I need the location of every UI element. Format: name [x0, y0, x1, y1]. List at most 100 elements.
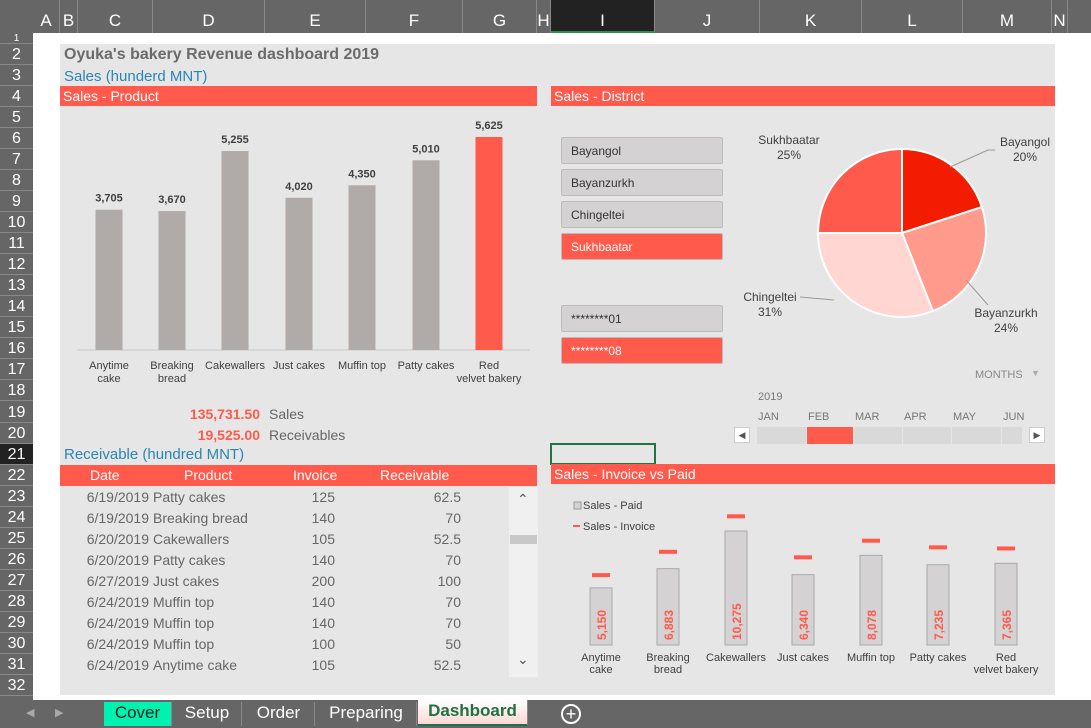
column-header-L[interactable]: L	[862, 0, 963, 33]
product-cell: Just cakes	[153, 573, 220, 590]
category-label: Anytime cake	[581, 652, 621, 676]
sales-total-label: Sales	[269, 406, 305, 422]
row-header-5[interactable]: 5	[0, 107, 33, 129]
slicer-item-code[interactable]: ********08	[561, 337, 723, 364]
sheet-tab-cover[interactable]: Cover	[104, 702, 172, 726]
row-header-9[interactable]: 9	[0, 191, 33, 213]
paid-bar-5	[926, 564, 950, 646]
timeline-month-may[interactable]	[952, 427, 1001, 444]
row-header-14[interactable]: 14	[0, 296, 33, 318]
column-header-A[interactable]: A	[33, 0, 60, 33]
row-header-26[interactable]: 26	[0, 549, 33, 570]
timeline-year: 2019	[758, 391, 783, 403]
sheet-tab-setup[interactable]: Setup	[173, 702, 242, 726]
row-header-29[interactable]: 29	[0, 612, 33, 633]
row-header-7[interactable]: 7	[0, 149, 33, 171]
row-header-10[interactable]: 10	[0, 212, 33, 234]
row-header-30[interactable]: 30	[0, 633, 33, 654]
tab-scroll-right-icon[interactable]: ▶	[55, 707, 64, 719]
bar-4	[348, 185, 376, 350]
paid-bar-0	[589, 587, 613, 646]
tab-scroll-left-icon[interactable]: ◀	[26, 707, 35, 719]
scroll-down-icon[interactable]: ⌄	[517, 651, 529, 667]
column-header-C[interactable]: C	[78, 0, 153, 33]
timeline-month-jan[interactable]	[757, 427, 806, 444]
row-header-2[interactable]: 2	[0, 44, 33, 65]
timeline-month-feb[interactable]	[807, 427, 853, 444]
invoice-marker-1	[659, 549, 677, 554]
row-header-31[interactable]: 31	[0, 654, 33, 675]
row-header-16[interactable]: 16	[0, 338, 33, 360]
timeline-month-mar[interactable]	[854, 427, 902, 444]
column-header-H[interactable]: H	[537, 0, 551, 33]
column-header-G[interactable]: G	[463, 0, 537, 33]
row-header-3[interactable]: 3	[0, 65, 33, 87]
slicer-item-district[interactable]: Chingeltei	[561, 201, 723, 228]
date-cell: 6/20/2019	[86, 552, 149, 569]
add-sheet-icon[interactable]: +	[561, 704, 581, 724]
column-header-N[interactable]: N	[1052, 0, 1068, 33]
row-header-32[interactable]: 32	[0, 675, 33, 696]
column-header-K[interactable]: K	[760, 0, 862, 33]
row-header-18[interactable]: 18	[0, 380, 33, 402]
category-label: Patty cakes	[398, 360, 455, 372]
table-row: 6/27/2019 Just cakes 200 100	[60, 571, 505, 592]
category-label: Just cakes	[273, 360, 325, 372]
header-date: Date	[90, 467, 120, 483]
sheet-tab-order[interactable]: Order	[243, 702, 315, 726]
row-header-4[interactable]: 4	[0, 86, 33, 108]
row-header-6[interactable]: 6	[0, 128, 33, 150]
row-header-28[interactable]: 28	[0, 591, 33, 612]
row-header-8[interactable]: 8	[0, 170, 33, 192]
paid-data-label: 8,078	[865, 610, 879, 640]
receivables-total-label: Receivables	[269, 427, 346, 443]
row-header-25[interactable]: 25	[0, 528, 33, 549]
pie-label-percent: 31%	[758, 305, 782, 319]
row-header-1[interactable]: 1	[0, 33, 33, 44]
timeline-next-icon[interactable]: ▶	[1029, 427, 1045, 443]
slicer-item-code[interactable]: ********01	[561, 305, 723, 332]
timeline-month-apr[interactable]	[903, 427, 951, 444]
row-header-17[interactable]: 17	[0, 359, 33, 381]
slicer-item-district[interactable]: Bayanzurkh	[561, 169, 723, 196]
row-header-11[interactable]: 11	[0, 233, 33, 255]
row-header-24[interactable]: 24	[0, 507, 33, 528]
row-header-21[interactable]: 21	[0, 443, 33, 465]
row-header-12[interactable]: 12	[0, 254, 33, 276]
row-header-15[interactable]: 15	[0, 317, 33, 339]
row-header-13[interactable]: 13	[0, 275, 33, 297]
bar-3	[285, 197, 313, 350]
column-header-B[interactable]: B	[60, 0, 78, 33]
table-scrollbar[interactable]: ⌃ ⌄	[509, 487, 538, 677]
timeline-level[interactable]: MONTHS	[975, 369, 1023, 381]
column-header-D[interactable]: D	[153, 0, 265, 33]
invoice-cell: 100	[311, 636, 335, 653]
row-header-20[interactable]: 20	[0, 423, 33, 444]
row-header-23[interactable]: 23	[0, 486, 33, 507]
category-label: Anytime cake	[89, 360, 129, 385]
column-header-J[interactable]: J	[655, 0, 760, 33]
banner-sales-district: Sales - District	[551, 86, 1055, 106]
selected-cell[interactable]	[550, 443, 656, 465]
column-header-F[interactable]: F	[366, 0, 463, 33]
product-cell: Muffin top	[153, 636, 215, 653]
slicer-item-district[interactable]: Sukhbaatar	[561, 233, 723, 260]
sheet-tab-dashboard[interactable]: Dashboard	[418, 700, 528, 726]
banner-invoice-vs-paid: Sales - Invoice vs Paid	[551, 464, 1055, 484]
column-header-M[interactable]: M	[963, 0, 1052, 33]
scroll-up-icon[interactable]: ⌃	[517, 491, 529, 507]
timeline-prev-icon[interactable]: ◀	[734, 427, 750, 443]
row-header-19[interactable]: 19	[0, 402, 33, 423]
sheet-tab-preparing[interactable]: Preparing	[316, 702, 417, 726]
timeline-month-jun[interactable]	[1002, 427, 1022, 444]
pie-label-name: Bayanzurkh	[974, 306, 1037, 320]
row-header-27[interactable]: 27	[0, 570, 33, 591]
legend-invoice-label: Sales - Invoice	[583, 521, 655, 533]
scroll-thumb[interactable]	[510, 535, 537, 544]
bar-5	[412, 160, 440, 350]
column-header-I[interactable]: I	[551, 0, 655, 33]
slicer-item-district[interactable]: Bayangol	[561, 137, 723, 164]
dropdown-icon[interactable]: ▼	[1031, 368, 1040, 378]
column-header-E[interactable]: E	[265, 0, 366, 33]
row-header-22[interactable]: 22	[0, 465, 33, 486]
